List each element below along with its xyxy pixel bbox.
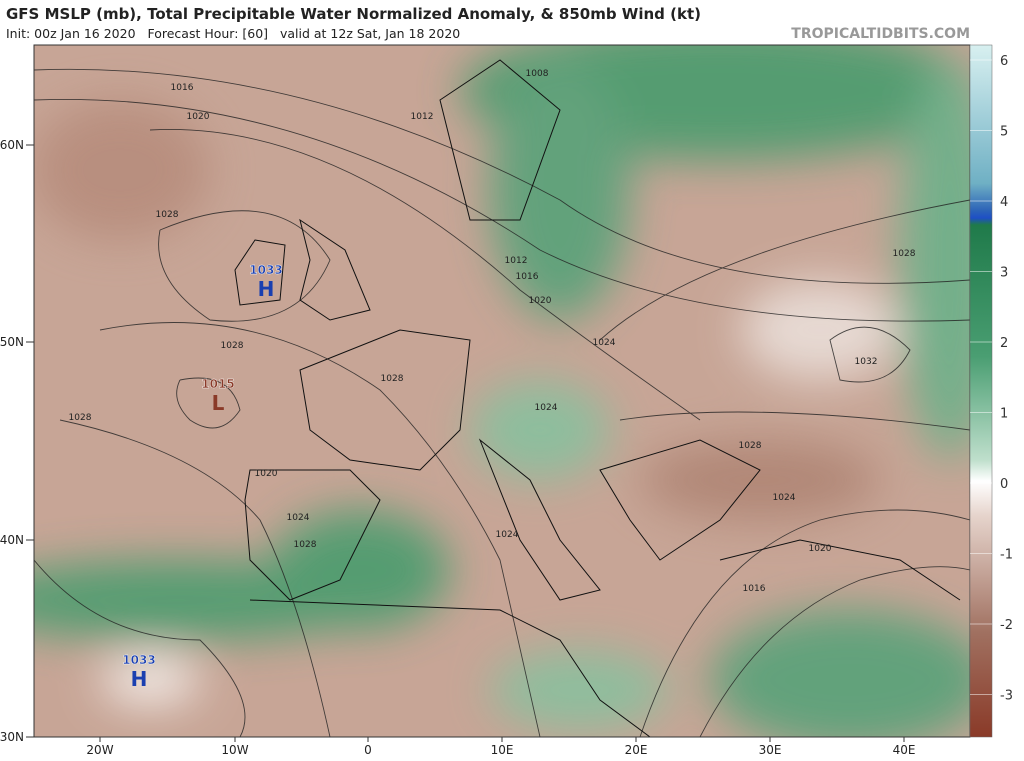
colorbar-label: -1: [1000, 548, 1013, 563]
lon-label: 0: [364, 743, 372, 757]
isobar-label: 1020: [809, 544, 832, 554]
isobar-label: 1028: [156, 210, 179, 220]
isobar-label: 1016: [743, 584, 766, 594]
isobar-label: 1016: [516, 272, 539, 282]
lon-label: 20W: [86, 743, 113, 757]
title: GFS MSLP (mb), Total Precipitable Water …: [6, 5, 701, 23]
colorbar-label: -3: [1000, 689, 1013, 704]
isobar-label: 1028: [221, 341, 244, 351]
lon-label: 40E: [893, 743, 916, 757]
lon-label: 10W: [221, 743, 248, 757]
map: [34, 45, 970, 737]
pressure-value: 1033: [249, 263, 282, 277]
colorbar-label: 4: [1000, 195, 1008, 210]
colorbar-label: 6: [1000, 54, 1008, 69]
pressure-symbol: H: [131, 667, 148, 691]
colorbar-label: 3: [1000, 266, 1008, 281]
isobar-label: 1028: [893, 249, 916, 259]
isobar-label: 1016: [171, 83, 194, 93]
isobar-label: 1012: [411, 112, 434, 122]
pressure-value: 1015: [201, 377, 234, 391]
colorbar: [969, 44, 993, 738]
pressure-symbol: L: [212, 391, 225, 415]
isobar-label: 1020: [529, 296, 552, 306]
colorbar-label: 2: [1000, 336, 1008, 351]
isobar-label: 1024: [496, 530, 519, 540]
lon-label: 20E: [625, 743, 648, 757]
isobar-label: 1020: [187, 112, 210, 122]
pressure-symbol: H: [258, 277, 275, 301]
pressure-value: 1033: [122, 653, 155, 667]
lat-label: 60N: [0, 138, 24, 152]
isobar-label: 1028: [381, 374, 404, 384]
lat-label: 50N: [0, 335, 24, 349]
isobar-label: 1012: [505, 256, 528, 266]
colorbar-label: 5: [1000, 125, 1008, 140]
lon-label: 30E: [759, 743, 782, 757]
colorbar-label: 0: [1000, 477, 1008, 492]
lon-label: 10E: [491, 743, 514, 757]
brand: TROPICALTIDBITS.COM: [791, 26, 970, 42]
isobar-label: 1028: [69, 413, 92, 423]
subtitle: Init: 00z Jan 16 2020 Forecast Hour: [60…: [6, 26, 460, 41]
isobar-label: 1020: [255, 469, 278, 479]
isobar-label: 1024: [593, 338, 616, 348]
isobar-label: 1028: [739, 441, 762, 451]
isobar-label: 1032: [855, 357, 878, 367]
lat-label: 40N: [0, 533, 24, 547]
isobar-label: 1024: [535, 403, 558, 413]
lat-label: 30N: [0, 730, 24, 744]
isobar-label: 1024: [287, 513, 310, 523]
isobar-label: 1024: [773, 493, 796, 503]
isobar-label: 1008: [526, 69, 549, 79]
isobar-label: 1028: [294, 540, 317, 550]
colorbar-label: -2: [1000, 618, 1013, 633]
colorbar-label: 1: [1000, 407, 1008, 422]
